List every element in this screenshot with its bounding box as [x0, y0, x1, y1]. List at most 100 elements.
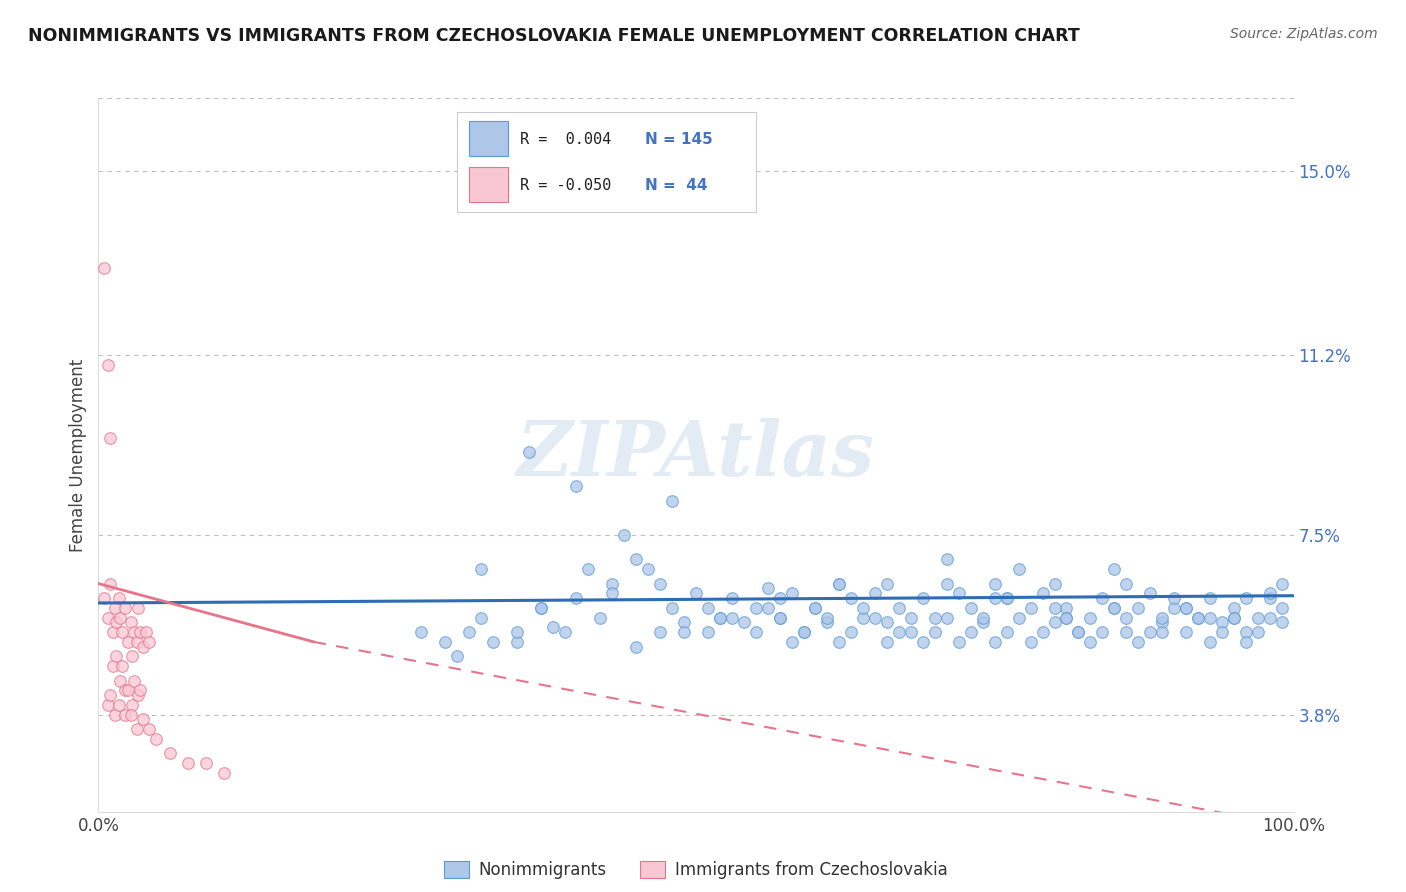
Point — [626, 552, 648, 566]
Point — [105, 615, 128, 630]
Point — [815, 615, 838, 630]
Point — [1271, 576, 1294, 591]
Point — [709, 610, 731, 624]
Point — [959, 600, 981, 615]
Point — [98, 431, 122, 445]
Point — [756, 600, 779, 615]
Point — [984, 635, 1007, 649]
Point — [108, 610, 131, 624]
Point — [984, 591, 1007, 606]
Point — [780, 635, 803, 649]
Point — [120, 615, 142, 630]
Point — [936, 576, 959, 591]
Point — [1150, 625, 1173, 640]
Point — [104, 707, 127, 722]
Text: Source: ZipAtlas.com: Source: ZipAtlas.com — [1230, 27, 1378, 41]
Point — [673, 625, 696, 640]
Point — [936, 610, 959, 624]
Point — [959, 625, 981, 640]
Point — [1007, 562, 1029, 576]
Point — [768, 591, 790, 606]
Point — [565, 591, 588, 606]
Point — [1032, 625, 1054, 640]
Point — [101, 625, 124, 640]
Point — [101, 659, 124, 673]
Point — [159, 747, 181, 761]
Point — [433, 635, 456, 649]
Point — [697, 600, 720, 615]
Point — [995, 591, 1018, 606]
Point — [793, 625, 815, 640]
Point — [124, 673, 146, 688]
Point — [756, 582, 779, 596]
Point — [1163, 591, 1185, 606]
Point — [554, 625, 576, 640]
Point — [1080, 610, 1102, 624]
Point — [1198, 610, 1220, 624]
Point — [1211, 615, 1233, 630]
Point — [1054, 600, 1078, 615]
Point — [1091, 591, 1114, 606]
Point — [1187, 610, 1209, 624]
Point — [936, 552, 959, 566]
Point — [541, 620, 564, 634]
Point — [565, 479, 588, 493]
Point — [863, 610, 887, 624]
Point — [661, 494, 683, 508]
Point — [111, 659, 134, 673]
Point — [589, 610, 612, 624]
Point — [125, 722, 148, 736]
Point — [1258, 591, 1281, 606]
Point — [1175, 600, 1198, 615]
Point — [804, 600, 827, 615]
Point — [828, 635, 851, 649]
Point — [1007, 610, 1029, 624]
Point — [613, 528, 636, 542]
Point — [889, 600, 911, 615]
Point — [120, 707, 142, 722]
Point — [648, 576, 672, 591]
Point — [1187, 610, 1209, 624]
Point — [108, 673, 131, 688]
Point — [1198, 591, 1220, 606]
Point — [458, 625, 481, 640]
Point — [721, 591, 744, 606]
Point — [721, 610, 744, 624]
Legend: Nonimmigrants, Immigrants from Czechoslovakia: Nonimmigrants, Immigrants from Czechoslo… — [437, 854, 955, 886]
Point — [793, 625, 815, 640]
Point — [768, 610, 790, 624]
Point — [145, 731, 167, 746]
Point — [1115, 625, 1137, 640]
Point — [1234, 591, 1257, 606]
Point — [1032, 586, 1054, 600]
Point — [911, 635, 934, 649]
Point — [529, 600, 551, 615]
Point — [852, 610, 875, 624]
Point — [924, 610, 946, 624]
Point — [127, 600, 149, 615]
Point — [637, 562, 659, 576]
Point — [1211, 625, 1233, 640]
Point — [984, 576, 1007, 591]
Point — [138, 635, 160, 649]
Point — [768, 610, 790, 624]
Point — [131, 713, 153, 727]
Point — [177, 756, 200, 771]
Point — [841, 625, 863, 640]
Point — [1258, 586, 1281, 600]
Point — [841, 591, 863, 606]
Point — [780, 586, 803, 600]
Point — [117, 635, 139, 649]
Point — [1054, 610, 1078, 624]
Point — [745, 625, 768, 640]
Point — [470, 562, 492, 576]
Point — [1139, 586, 1161, 600]
Point — [828, 576, 851, 591]
Point — [1102, 600, 1125, 615]
Point — [1019, 635, 1042, 649]
Point — [117, 683, 139, 698]
Point — [107, 698, 129, 712]
Point — [1246, 610, 1268, 624]
Point — [1175, 600, 1198, 615]
Point — [1234, 635, 1257, 649]
